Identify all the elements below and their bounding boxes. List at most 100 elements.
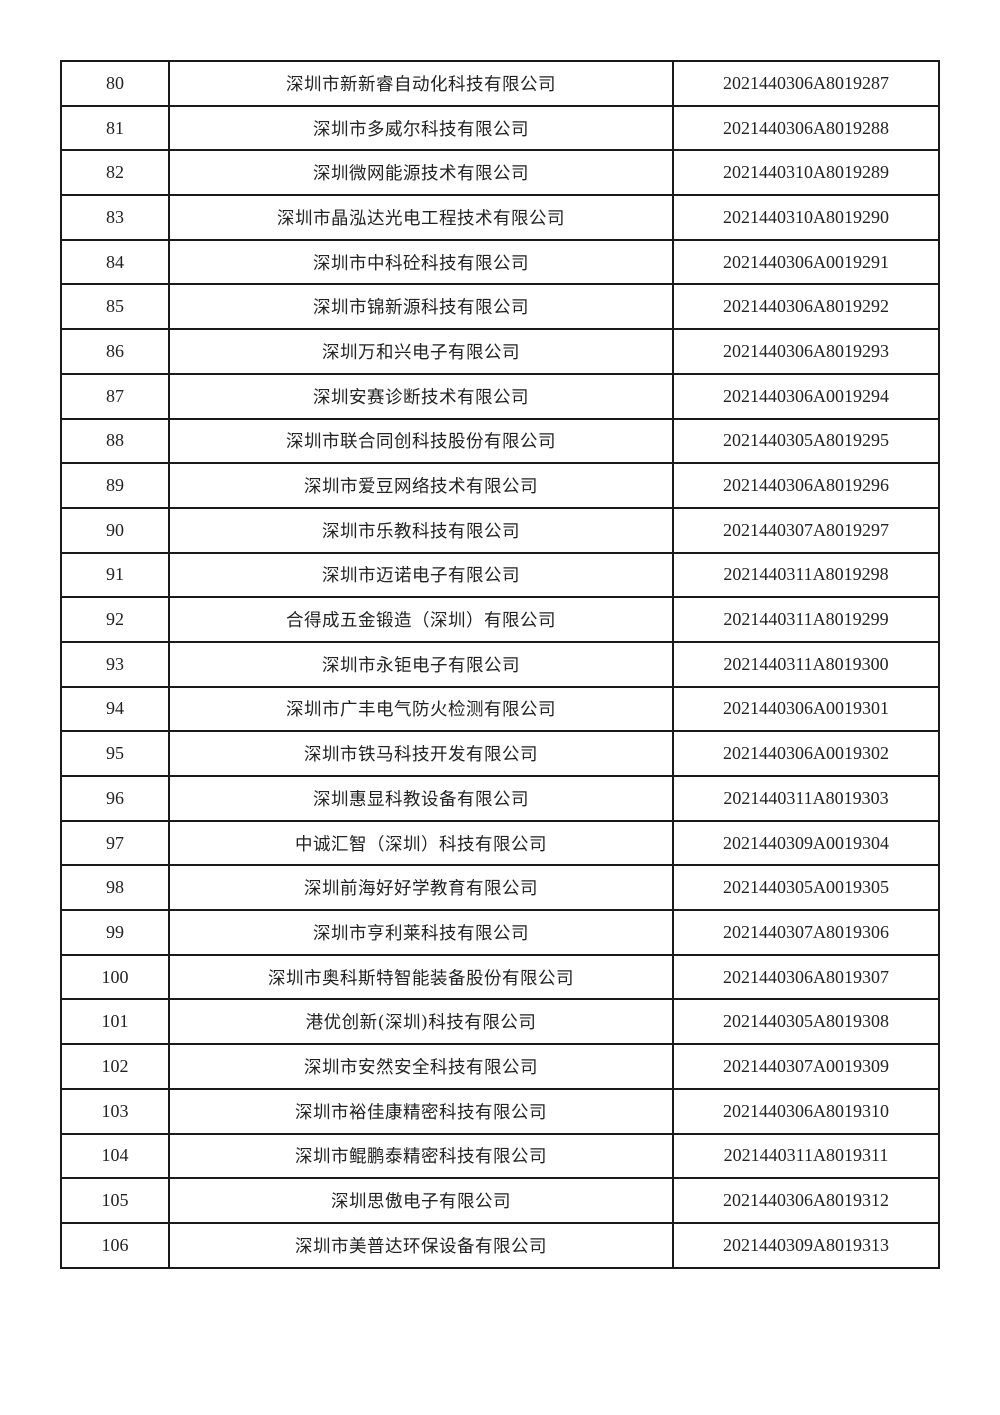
- row-number-cell: 95: [60, 730, 170, 777]
- table-body: 80 深圳市新新睿自动化科技有限公司 2021440306A8019287 81 深圳市…: [60, 60, 940, 1269]
- table-row: 82 深圳微网能源技术有限公司 2021440310A8019289: [60, 149, 940, 197]
- registration-code-cell: 2021440306A8019292: [672, 283, 940, 331]
- company-name-cell: 深圳市乐教科技有限公司: [168, 506, 674, 554]
- company-name-cell: 深圳微网能源技术有限公司: [168, 149, 674, 197]
- row-number-cell: 96: [60, 775, 170, 822]
- company-name-cell: 深圳市联合同创科技股份有限公司: [168, 417, 674, 465]
- row-number-cell: 82: [60, 149, 170, 197]
- row-number-cell: 106: [60, 1221, 170, 1269]
- row-number-cell: 91: [60, 551, 170, 599]
- table-row: 96 深圳惠显科教设备有限公司 2021440311A8019303: [60, 775, 940, 822]
- registration-code-cell: 2021440307A8019297: [672, 506, 940, 554]
- company-name-cell: 深圳市晶泓达光电工程技术有限公司: [168, 194, 674, 241]
- row-number-cell: 98: [60, 864, 170, 912]
- company-name-cell: 深圳市安然安全科技有限公司: [168, 1043, 674, 1090]
- table-row: 85 深圳市锦新源科技有限公司 2021440306A8019292: [60, 283, 940, 331]
- registration-code-cell: 2021440311A8019303: [672, 775, 940, 822]
- registration-code-cell: 2021440306A0019291: [672, 238, 940, 286]
- company-name-cell: 深圳市锦新源科技有限公司: [168, 283, 674, 331]
- row-number-cell: 101: [60, 998, 170, 1046]
- row-number-cell: 99: [60, 909, 170, 956]
- table-row: 103 深圳市裕佳康精密科技有限公司 2021440306A8019310: [60, 1087, 940, 1135]
- company-name-cell: 深圳思傲电子有限公司: [168, 1177, 674, 1224]
- registration-code-cell: 2021440306A8019293: [672, 328, 940, 375]
- row-number-cell: 84: [60, 238, 170, 286]
- row-number-cell: 85: [60, 283, 170, 331]
- table-row: 90 深圳市乐教科技有限公司 2021440307A8019297: [60, 506, 940, 554]
- company-name-cell: 深圳万和兴电子有限公司: [168, 328, 674, 375]
- table-row: 104 深圳市鲲鹏泰精密科技有限公司 2021440311A8019311: [60, 1132, 940, 1180]
- table-row: 93 深圳市永钜电子有限公司 2021440311A8019300: [60, 640, 940, 688]
- company-name-cell: 港优创新(深圳)科技有限公司: [168, 998, 674, 1046]
- registration-code-cell: 2021440306A8019310: [672, 1087, 940, 1135]
- table-row: 86 深圳万和兴电子有限公司 2021440306A8019293: [60, 328, 940, 375]
- table-row: 99 深圳市亨利莱科技有限公司 2021440307A8019306: [60, 909, 940, 956]
- company-name-cell: 深圳市铁马科技开发有限公司: [168, 730, 674, 777]
- registration-code-cell: 2021440305A0019305: [672, 864, 940, 912]
- company-name-cell: 深圳安赛诊断技术有限公司: [168, 372, 674, 420]
- table-row: 98 深圳前海好好学教育有限公司 2021440305A0019305: [60, 864, 940, 912]
- company-name-cell: 合得成五金锻造（深圳）有限公司: [168, 596, 674, 643]
- company-name-cell: 深圳市亨利莱科技有限公司: [168, 909, 674, 956]
- registration-code-cell: 2021440309A0019304: [672, 819, 940, 867]
- company-name-cell: 深圳市爱豆网络技术有限公司: [168, 462, 674, 509]
- table-row: 92 合得成五金锻造（深圳）有限公司 2021440311A8019299: [60, 596, 940, 643]
- registration-code-cell: 2021440307A0019309: [672, 1043, 940, 1090]
- registration-code-cell: 2021440307A8019306: [672, 909, 940, 956]
- company-name-cell: 深圳市多威尔科技有限公司: [168, 104, 674, 152]
- registration-code-cell: 2021440305A8019308: [672, 998, 940, 1046]
- company-name-cell: 深圳市奥科斯特智能装备股份有限公司: [168, 953, 674, 1001]
- row-number-cell: 81: [60, 104, 170, 152]
- row-number-cell: 103: [60, 1087, 170, 1135]
- company-name-cell: 深圳市永钜电子有限公司: [168, 640, 674, 688]
- table-row: 81 深圳市多威尔科技有限公司 2021440306A8019288: [60, 104, 940, 152]
- row-number-cell: 92: [60, 596, 170, 643]
- row-number-cell: 104: [60, 1132, 170, 1180]
- company-name-cell: 深圳惠显科教设备有限公司: [168, 775, 674, 822]
- registration-code-cell: 2021440310A8019290: [672, 194, 940, 241]
- registration-code-cell: 2021440311A8019311: [672, 1132, 940, 1180]
- table-row: 84 深圳市中科砼科技有限公司 2021440306A0019291: [60, 238, 940, 286]
- registration-code-cell: 2021440311A8019298: [672, 551, 940, 599]
- registration-code-cell: 2021440306A0019302: [672, 730, 940, 777]
- registration-code-cell: 2021440311A8019299: [672, 596, 940, 643]
- table-row: 89 深圳市爱豆网络技术有限公司 2021440306A8019296: [60, 462, 940, 509]
- row-number-cell: 83: [60, 194, 170, 241]
- row-number-cell: 100: [60, 953, 170, 1001]
- row-number-cell: 90: [60, 506, 170, 554]
- registration-code-cell: 2021440306A8019296: [672, 462, 940, 509]
- table-row: 83 深圳市晶泓达光电工程技术有限公司 2021440310A8019290: [60, 194, 940, 241]
- company-name-cell: 深圳市鲲鹏泰精密科技有限公司: [168, 1132, 674, 1180]
- company-name-cell: 深圳前海好好学教育有限公司: [168, 864, 674, 912]
- registration-code-cell: 2021440306A8019307: [672, 953, 940, 1001]
- company-name-cell: 深圳市迈诺电子有限公司: [168, 551, 674, 599]
- registration-code-cell: 2021440306A8019287: [672, 60, 940, 107]
- table-row: 88 深圳市联合同创科技股份有限公司 2021440305A8019295: [60, 417, 940, 465]
- row-number-cell: 94: [60, 685, 170, 733]
- company-name-cell: 深圳市广丰电气防火检测有限公司: [168, 685, 674, 733]
- table-row: 80 深圳市新新睿自动化科技有限公司 2021440306A8019287: [60, 60, 940, 107]
- table-row: 100 深圳市奥科斯特智能装备股份有限公司 2021440306A8019307: [60, 953, 940, 1001]
- company-name-cell: 深圳市中科砼科技有限公司: [168, 238, 674, 286]
- row-number-cell: 102: [60, 1043, 170, 1090]
- row-number-cell: 86: [60, 328, 170, 375]
- registration-code-cell: 2021440306A0019301: [672, 685, 940, 733]
- row-number-cell: 105: [60, 1177, 170, 1224]
- row-number-cell: 87: [60, 372, 170, 420]
- company-name-cell: 深圳市美普达环保设备有限公司: [168, 1221, 674, 1269]
- table-row: 95 深圳市铁马科技开发有限公司 2021440306A0019302: [60, 730, 940, 777]
- table-row: 101 港优创新(深圳)科技有限公司 2021440305A8019308: [60, 998, 940, 1046]
- table-row: 91 深圳市迈诺电子有限公司 2021440311A8019298: [60, 551, 940, 599]
- table-row: 94 深圳市广丰电气防火检测有限公司 2021440306A0019301: [60, 685, 940, 733]
- row-number-cell: 89: [60, 462, 170, 509]
- registration-code-cell: 2021440311A8019300: [672, 640, 940, 688]
- table-row: 106 深圳市美普达环保设备有限公司 2021440309A8019313: [60, 1221, 940, 1269]
- table-row: 97 中诚汇智（深圳）科技有限公司 2021440309A0019304: [60, 819, 940, 867]
- company-list-table: 80 深圳市新新睿自动化科技有限公司 2021440306A8019287 81 深圳市…: [60, 60, 940, 1269]
- row-number-cell: 97: [60, 819, 170, 867]
- row-number-cell: 88: [60, 417, 170, 465]
- company-name-cell: 深圳市新新睿自动化科技有限公司: [168, 60, 674, 107]
- registration-code-cell: 2021440306A8019312: [672, 1177, 940, 1224]
- company-name-cell: 深圳市裕佳康精密科技有限公司: [168, 1087, 674, 1135]
- registration-code-cell: 2021440305A8019295: [672, 417, 940, 465]
